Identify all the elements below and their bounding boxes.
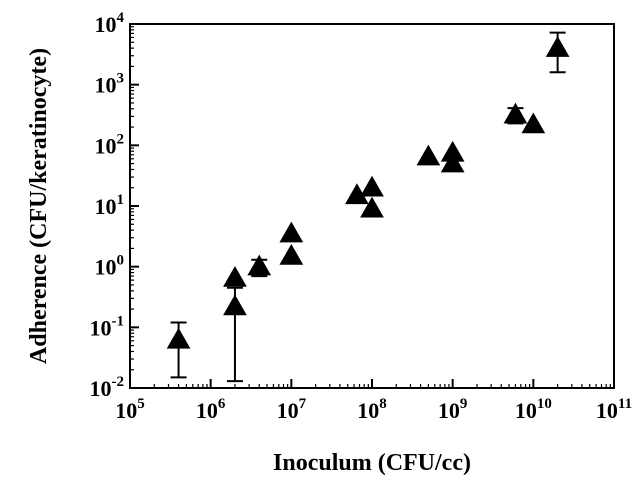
x-tick-label: 1010	[515, 396, 552, 423]
x-axis-title: Inoculum (CFU/cc)	[273, 450, 471, 476]
x-tick-label: 1011	[596, 396, 632, 423]
data-point-triangle	[166, 327, 191, 349]
data-point-triangle	[416, 144, 441, 166]
y-tick-label: 101	[95, 192, 125, 219]
data-point-triangle	[440, 151, 465, 173]
x-tick-label: 105	[115, 396, 145, 423]
y-tick-label: 10-1	[90, 313, 125, 340]
y-axis-ticks: 10-2 10-1 100 101 102 103 104	[90, 10, 139, 401]
data-point-triangle	[247, 254, 272, 276]
data-point-triangle	[223, 294, 247, 316]
y-axis-title: Adherence (CFU/keratinocyte)	[26, 48, 52, 364]
data-point-triangle	[521, 112, 546, 134]
x-tick-label: 106	[196, 396, 226, 423]
data-point-triangle	[360, 196, 384, 218]
data-point-triangle	[279, 243, 304, 265]
y-tick-label: 102	[95, 131, 125, 158]
x-tick-label: 107	[277, 396, 307, 423]
data-points	[166, 31, 570, 383]
data-point-triangle	[279, 221, 304, 243]
data-point-triangle	[545, 36, 570, 57]
data-point-triangle	[223, 266, 247, 287]
x-tick-label: 108	[357, 396, 387, 423]
x-axis-ticks: 105 106 107 108 109 1010 1011	[115, 379, 632, 423]
x-tick-label: 109	[438, 396, 468, 423]
y-tick-label: 104	[95, 10, 125, 37]
data-point-triangle	[503, 102, 528, 124]
y-tick-label: 10-2	[90, 374, 125, 401]
y-tick-label: 103	[95, 71, 125, 98]
data-point-triangle	[360, 175, 384, 197]
y-tick-label: 100	[95, 253, 125, 280]
